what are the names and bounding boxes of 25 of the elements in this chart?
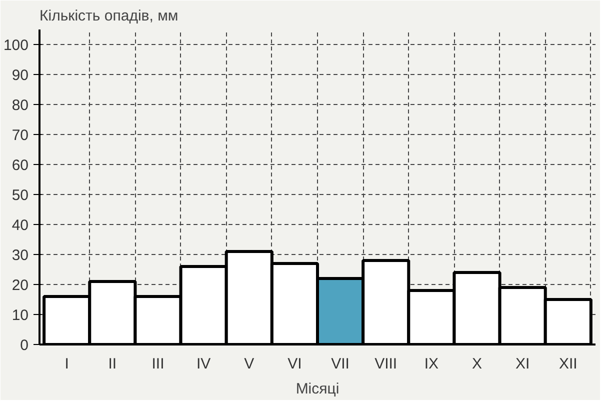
y-tick-label: 60: [12, 157, 29, 174]
y-axis-title: Кількість опадів, мм: [40, 8, 178, 24]
x-tick-label: VIII: [374, 356, 398, 372]
y-tick-label: 50: [12, 187, 29, 204]
x-tick-label: IV: [196, 356, 211, 372]
x-tick-label: IX: [424, 356, 439, 372]
x-axis-title: Місяці: [296, 380, 340, 398]
y-tick-label: 10: [12, 307, 29, 324]
y-tick-label: 40: [12, 217, 29, 234]
x-tick-label: XI: [515, 356, 530, 372]
x-tick-label: I: [64, 356, 69, 372]
x-tick-label: VI: [288, 356, 302, 372]
x-tick-label: II: [108, 356, 117, 372]
x-tick-label: III: [152, 356, 164, 372]
y-tick-label: 20: [12, 277, 29, 294]
x-tick-label: V: [244, 356, 254, 372]
x-tick-label: X: [472, 356, 482, 372]
y-tick-label: 30: [12, 247, 29, 264]
y-tick-label: 90: [12, 67, 29, 84]
y-tick-label: 0: [20, 337, 28, 354]
y-tick-label: 70: [12, 127, 29, 144]
y-tick-label: 80: [12, 97, 29, 114]
x-tick-label: VII: [331, 356, 350, 372]
y-tick-label: 100: [3, 37, 29, 54]
x-tick-label: XII: [558, 356, 578, 372]
